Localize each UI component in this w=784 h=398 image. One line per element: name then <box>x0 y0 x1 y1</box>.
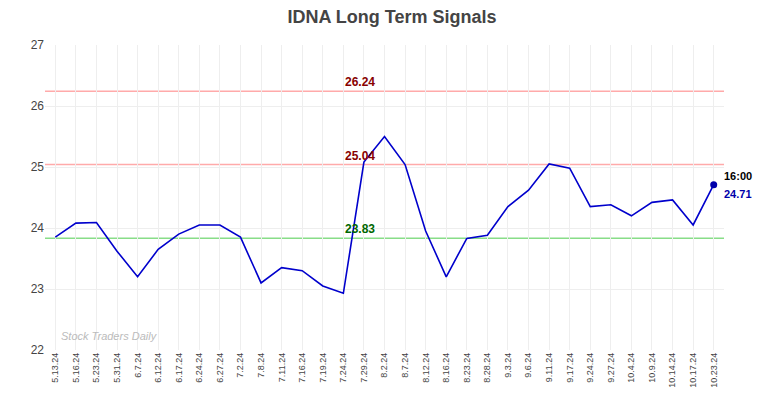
svg-text:9.3.24: 9.3.24 <box>503 353 513 378</box>
svg-text:6.7.24: 6.7.24 <box>133 353 143 378</box>
svg-text:22: 22 <box>31 343 45 357</box>
svg-text:7.11.24: 7.11.24 <box>277 353 287 382</box>
svg-text:5.16.24: 5.16.24 <box>71 353 81 383</box>
svg-text:7.16.24: 7.16.24 <box>297 353 307 383</box>
svg-text:10.9.24: 10.9.24 <box>647 353 657 383</box>
svg-text:26: 26 <box>31 99 45 113</box>
svg-text:9.11.24: 9.11.24 <box>544 353 554 382</box>
svg-text:5.13.24: 5.13.24 <box>50 353 60 383</box>
svg-text:9.6.24: 9.6.24 <box>523 353 533 378</box>
svg-text:9.27.24: 9.27.24 <box>606 353 616 383</box>
svg-text:Stock Traders Daily: Stock Traders Daily <box>61 330 158 342</box>
svg-text:IDNA Long Term Signals: IDNA Long Term Signals <box>287 7 496 27</box>
svg-text:10.17.24: 10.17.24 <box>688 353 698 388</box>
svg-text:8.7.24: 8.7.24 <box>400 353 410 378</box>
svg-text:16:00: 16:00 <box>724 170 752 182</box>
svg-text:6.24.24: 6.24.24 <box>194 353 204 383</box>
svg-text:10.4.24: 10.4.24 <box>626 353 636 383</box>
svg-text:8.23.24: 8.23.24 <box>462 353 472 383</box>
svg-text:8.16.24: 8.16.24 <box>441 353 451 383</box>
svg-text:25.04: 25.04 <box>345 149 375 163</box>
svg-text:27: 27 <box>31 38 45 52</box>
svg-text:7.8.24: 7.8.24 <box>256 353 266 378</box>
svg-text:10.14.24: 10.14.24 <box>667 353 677 388</box>
svg-text:5.23.24: 5.23.24 <box>91 353 101 383</box>
svg-text:8.2.24: 8.2.24 <box>379 353 389 378</box>
svg-text:9.24.24: 9.24.24 <box>585 353 595 383</box>
svg-text:25: 25 <box>31 160 45 174</box>
svg-text:7.19.24: 7.19.24 <box>318 353 328 383</box>
svg-text:26.24: 26.24 <box>345 75 375 89</box>
svg-text:10.23.24: 10.23.24 <box>709 353 719 388</box>
svg-text:5.31.24: 5.31.24 <box>112 353 122 383</box>
svg-text:7.2.24: 7.2.24 <box>235 353 245 378</box>
svg-text:23: 23 <box>31 282 45 296</box>
svg-text:24: 24 <box>31 221 45 235</box>
svg-text:6.12.24: 6.12.24 <box>153 353 163 383</box>
svg-text:8.12.24: 8.12.24 <box>421 353 431 383</box>
svg-text:9.17.24: 9.17.24 <box>565 353 575 383</box>
svg-text:24.71: 24.71 <box>724 188 752 200</box>
svg-text:8.28.24: 8.28.24 <box>482 353 492 383</box>
svg-text:23.83: 23.83 <box>345 222 375 236</box>
svg-text:7.24.24: 7.24.24 <box>338 353 348 383</box>
svg-text:6.27.24: 6.27.24 <box>215 353 225 383</box>
svg-text:7.29.24: 7.29.24 <box>359 353 369 383</box>
svg-text:6.17.24: 6.17.24 <box>174 353 184 383</box>
